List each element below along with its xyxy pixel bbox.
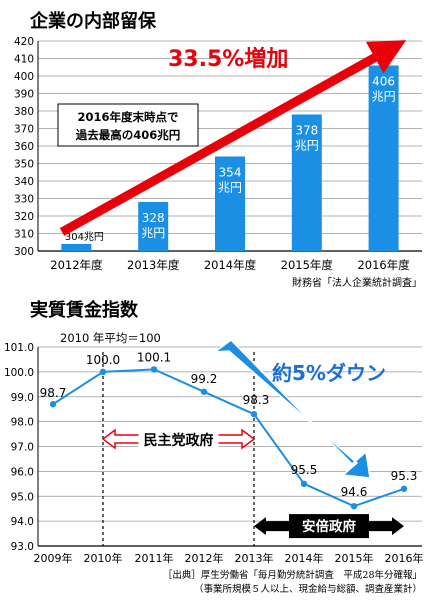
chart1-y-tick-label: 410 xyxy=(14,54,34,66)
chart1-y-tick-label: 320 xyxy=(14,211,34,223)
chart1-bars xyxy=(61,65,399,251)
chart1-x-tick-label: 2013年度 xyxy=(127,258,180,272)
chart2-series xyxy=(49,366,408,510)
chart1-source: 財務省「法人企業統計調査」 xyxy=(292,276,422,289)
chart1-increase-arrow xyxy=(59,40,407,236)
chart1-x-tick-label: 2015年度 xyxy=(281,258,334,272)
chart1-y-tick-label: 330 xyxy=(14,194,34,206)
chart2-period-label-bg xyxy=(138,428,219,451)
chart2-x-tick-label: 2012年 xyxy=(185,551,224,565)
chart1-value-label: 328 兆円 xyxy=(141,211,165,240)
chart2-x-tick-label: 2016年 xyxy=(385,551,424,565)
chart2-source-line1: ［出典］厚生労働省「毎月勤労統計調査 平成28年分確報」 xyxy=(163,569,422,581)
chart1-y-tick-label: 340 xyxy=(14,176,34,188)
chart2-y-tick-label: 101.0 xyxy=(4,342,34,354)
chart2-y-tick-label: 96.0 xyxy=(11,466,34,478)
chart2-point xyxy=(400,485,408,492)
chart2-value-label: 98.7 xyxy=(40,386,67,400)
chart1-y-tick-label: 370 xyxy=(14,124,34,136)
chart1-bar xyxy=(291,114,322,251)
chart2-title: 実質賃金指数 xyxy=(30,299,139,321)
chart1-bar xyxy=(368,65,399,251)
chart1-y-ticks: 300 310 320 330 340 350 360 370 380 390 400 410 420 xyxy=(14,36,34,258)
chart2-decrease-label: 約5%ダウン xyxy=(272,361,386,385)
chart2-point xyxy=(49,401,57,408)
chart1-bar xyxy=(215,156,245,251)
chart2-x-tick-label: 2014年 xyxy=(285,551,324,565)
chart1-y-tick-label: 420 xyxy=(14,36,34,48)
chart2-decrease-arrow xyxy=(212,339,371,479)
chart2-x-tick-label: 2011年 xyxy=(135,551,174,565)
chart1-bar xyxy=(61,244,92,251)
chart1-annotation-line1: 2016年度末時点で xyxy=(77,110,178,124)
chart1-value-labels: 304兆円 328 兆円 354 兆円 378 兆円 406 兆円 xyxy=(65,75,396,244)
chart2-point xyxy=(200,388,208,395)
real-wage-index-chart: 実質賃金指数 2010 年平均＝100 93.0 94.0 95.0 96.0 97.0… xyxy=(4,299,424,595)
chart2-y-tick-label: 98.0 xyxy=(11,417,34,429)
chart2-y-tick-label: 94.0 xyxy=(11,516,34,528)
chart2-value-labels: 98.7 100.0 100.1 99.2 98.3 95.5 94.6 95.3 xyxy=(40,350,418,499)
chart2-x-ticks: 2009年 2010年 2011年 2012年 2013年 2014年 2015年 2016年 xyxy=(34,551,424,565)
chart1-value-label: 406 兆円 xyxy=(372,75,396,104)
chart2-series-line xyxy=(52,368,405,508)
chart2-value-label: 100.1 xyxy=(137,350,171,364)
retained-earnings-chart: 企業の内部留保 300 310 320 330 340 350 360 370 380 390 40… xyxy=(14,10,422,289)
chart2-period-label: 民主党政府 xyxy=(144,432,214,449)
chart1-annotation-box xyxy=(57,103,199,147)
chart2-value-label: 94.6 xyxy=(341,485,368,499)
chart2-value-label: 95.5 xyxy=(291,463,318,477)
chart2-note: 2010 年平均＝100 xyxy=(60,331,161,345)
chart1-y-tick-label: 310 xyxy=(14,229,34,241)
chart1-title: 企業の内部留保 xyxy=(29,10,157,32)
chart2-value-label: 95.3 xyxy=(391,469,418,483)
chart2-period-label: 安倍政府 xyxy=(302,518,356,535)
chart1-bar xyxy=(138,202,169,251)
chart1-y-tick-label: 300 xyxy=(14,246,34,258)
chart2-x-tick-label: 2015年 xyxy=(335,551,374,565)
chart2-y-tick-label: 93.0 xyxy=(11,541,34,553)
chart1-y-tick-label: 350 xyxy=(14,159,34,171)
chart1-increase-label: 33.5%増加 xyxy=(168,46,288,72)
chart1-annotation-line2: 過去最高の406兆円 xyxy=(75,128,181,142)
chart2-point xyxy=(99,368,107,376)
chart2-value-label: 99.2 xyxy=(191,372,218,386)
chart2-point xyxy=(350,503,358,510)
chart2-y-tick-label: 100.0 xyxy=(4,367,34,379)
chart2-y-tick-label: 99.0 xyxy=(11,392,34,404)
chart2-x-tick-label: 2013年 xyxy=(235,551,274,565)
chart1-value-label: 378 兆円 xyxy=(295,124,319,153)
chart1-y-tick-label: 390 xyxy=(14,89,34,101)
chart2-period-label-bg xyxy=(289,514,369,539)
chart1-x-tick-label: 2014年度 xyxy=(204,258,257,272)
chart2-x-tick-label: 2009年 xyxy=(34,551,73,565)
chart1-y-tick-label: 400 xyxy=(14,71,34,83)
chart2-y-ticks: 93.0 94.0 95.0 96.0 97.0 98.0 99.0 100.0 101.0 xyxy=(4,342,34,553)
chart2-y-tick-label: 95.0 xyxy=(11,491,34,503)
chart1-value-label: 354 兆円 xyxy=(218,166,242,195)
chart1-y-tick-label: 360 xyxy=(14,141,34,153)
chart1-y-tick-label: 380 xyxy=(14,106,34,118)
chart2-value-label: 98.3 xyxy=(243,393,270,407)
chart2-value-label: 100.0 xyxy=(86,353,120,367)
chart1-x-tick-label: 2016年度 xyxy=(357,258,410,272)
chart2-x-tick-label: 2010年 xyxy=(84,551,123,565)
chart2-point xyxy=(250,410,258,418)
chart1-x-tick-label: 2012年度 xyxy=(50,258,103,272)
chart2-y-tick-label: 97.0 xyxy=(11,442,34,454)
chart1-value-label: 304兆円 xyxy=(65,231,104,243)
chart2-point xyxy=(300,480,308,488)
chart2-source-line2: （事業所規模５人以上、現金給与総額、調査産業計） xyxy=(194,583,422,595)
chart2-point xyxy=(150,366,158,373)
chart1-x-ticks: 2012年度 2013年度 2014年度 2015年度 2016年度 xyxy=(50,258,410,272)
